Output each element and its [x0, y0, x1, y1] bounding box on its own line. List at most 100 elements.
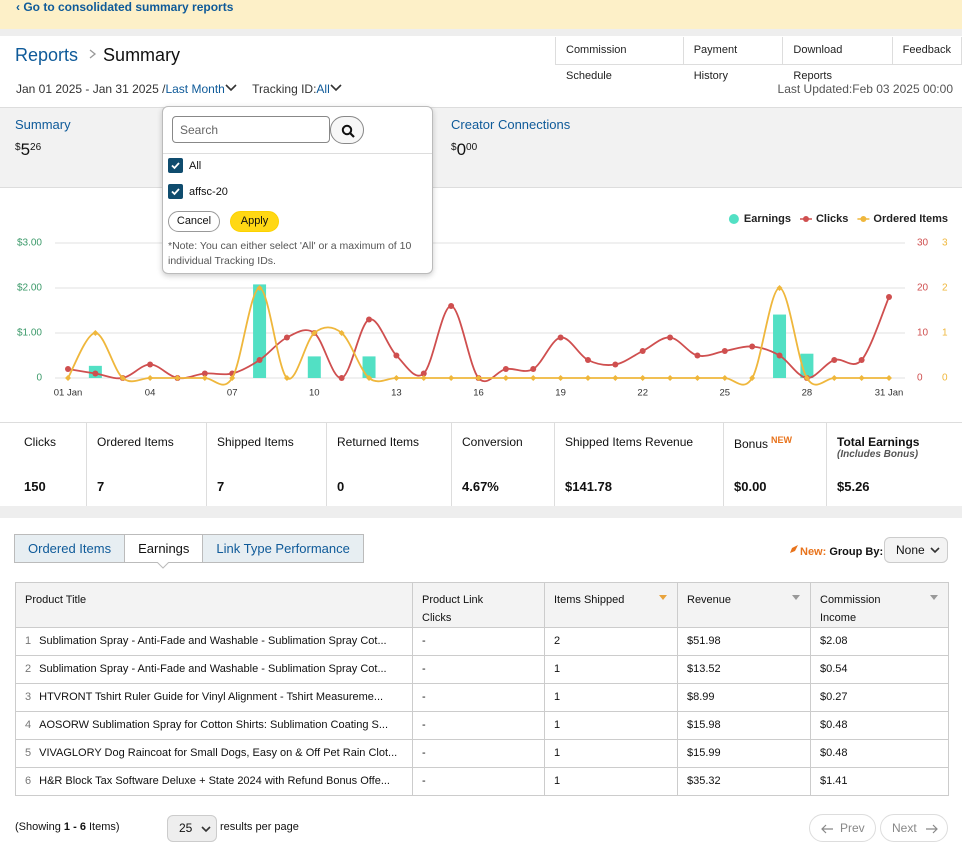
point	[366, 375, 373, 381]
cell-text: $15.98	[687, 719, 721, 731]
tracking-option[interactable]: All	[168, 158, 201, 173]
point	[530, 366, 537, 372]
point	[502, 366, 509, 372]
period-select[interactable]: Last Month	[165, 82, 225, 96]
stat-cell: Bonus NEW $0.00	[723, 423, 826, 506]
point	[721, 375, 728, 381]
card-title[interactable]: Summary	[15, 117, 71, 132]
currency: $	[15, 142, 21, 153]
stat-label: Clicks	[24, 435, 86, 469]
column-header: Product Title	[16, 583, 413, 628]
tab[interactable]: Link Type Performance	[202, 534, 364, 563]
stat-label-text: Returned Items	[337, 435, 420, 449]
value-whole: 0	[456, 140, 467, 159]
y3-tick-label: 2	[942, 283, 948, 294]
x-tick-label: 28	[802, 388, 813, 399]
row-index: 4	[25, 719, 32, 731]
row-index: 2	[25, 663, 32, 675]
tab[interactable]: Ordered Items	[14, 534, 126, 563]
cell-text: $15.99	[687, 747, 721, 759]
point	[283, 375, 290, 381]
point	[256, 357, 263, 363]
breadcrumb: Reports Summary	[15, 45, 180, 66]
legend-label: Earnings	[744, 213, 791, 225]
chevron	[330, 84, 342, 92]
point	[749, 343, 756, 350]
y2-tick-label: 10	[917, 328, 929, 339]
x-tick-label: 04	[145, 388, 156, 399]
point	[776, 285, 783, 291]
breadcrumb-separator	[89, 49, 97, 59]
per-page-select[interactable]: 25	[167, 815, 217, 842]
new-badge: New:	[800, 546, 827, 558]
group-by-label: Group By:	[829, 546, 884, 558]
cell-text: $51.98	[687, 635, 721, 647]
point	[147, 375, 154, 381]
x-tick-label: 16	[473, 388, 484, 399]
point	[612, 375, 619, 381]
table-cell: 2 Sublimation Spray - Anti-Fade and Washa…	[16, 656, 413, 684]
point	[420, 375, 427, 381]
tracking-dropdown: Search All affsc-20 Cancel Apply *Note: Y…	[162, 106, 433, 274]
search-button[interactable]	[330, 116, 364, 144]
table-cell: 1	[545, 656, 678, 684]
x-tick-label: 10	[309, 388, 320, 399]
table-cell: 2	[545, 628, 678, 656]
table-cell: $0.54	[811, 656, 949, 684]
cell-text: 1	[554, 719, 561, 731]
x-tick-label: 07	[227, 388, 238, 399]
column-header[interactable]: Items Shipped	[545, 583, 678, 628]
stat-label: Shipped Items	[217, 435, 326, 469]
cancel-button[interactable]: Cancel	[168, 211, 220, 232]
consolidated-link[interactable]: ‹ Go to consolidated summary reports	[16, 0, 234, 14]
next-button[interactable]: Next	[880, 814, 948, 842]
column-label: Revenue	[687, 594, 732, 606]
earnings-table: Product Title Product Link Clicks Items Sh…	[15, 582, 949, 796]
point	[448, 303, 455, 309]
breadcrumb-link[interactable]: Reports	[15, 45, 79, 65]
sort-arrow	[930, 595, 938, 600]
point	[420, 370, 427, 377]
point	[694, 352, 701, 359]
stat-value: 4.67%	[462, 479, 499, 494]
group-by-select[interactable]: None	[884, 537, 948, 563]
apply-button[interactable]: Apply	[230, 211, 279, 232]
point	[721, 348, 728, 354]
top-link[interactable]: Payment History	[682, 37, 784, 82]
table-cell: $35.32	[678, 768, 811, 796]
tab[interactable]: Earnings	[124, 534, 204, 569]
currency: $	[451, 142, 457, 153]
stat-cell: Shipped Items 7	[206, 423, 326, 506]
table-cell: 5 VIVAGLORY Dog Raincoat for Small Dogs, …	[16, 740, 413, 768]
stat-cell: Ordered Items 7	[86, 423, 206, 506]
x-tick-label: 19	[555, 388, 566, 399]
cell-text: $0.48	[820, 719, 848, 731]
cell-text: $1.41	[820, 775, 848, 787]
cell-text: 1	[554, 747, 561, 759]
group-by-value: None	[896, 543, 925, 557]
point	[639, 375, 646, 381]
checkbox	[168, 158, 183, 173]
top-link[interactable]: Commission Schedule	[555, 37, 684, 82]
prev-button[interactable]: Prev	[809, 814, 876, 842]
search-input[interactable]: Search	[172, 116, 330, 143]
x-tick-label: 13	[391, 388, 402, 399]
y-tick-label: $1.00	[17, 328, 42, 339]
separator	[163, 153, 432, 154]
option-label: All	[189, 159, 202, 172]
column-header[interactable]: Revenue	[678, 583, 811, 628]
per-page-label: results per page	[220, 821, 299, 833]
y2-tick-label: 20	[917, 283, 929, 294]
y3-tick-label: 3	[942, 238, 948, 249]
stat-cell: Total Earnings (Includes Bonus) $5.26	[826, 423, 962, 506]
top-link[interactable]: Download Reports	[782, 37, 893, 82]
table-cell: 1	[545, 712, 678, 740]
top-link[interactable]: Feedback	[891, 37, 962, 65]
tracking-option[interactable]: affsc-20	[168, 184, 228, 199]
cell-text: -	[422, 747, 426, 759]
stat-sublabel: (Includes Bonus)	[837, 449, 919, 460]
column-header[interactable]: Commission Income	[811, 583, 949, 628]
tracking-select[interactable]: All	[316, 82, 330, 96]
card-title[interactable]: Creator Connections	[451, 117, 571, 132]
